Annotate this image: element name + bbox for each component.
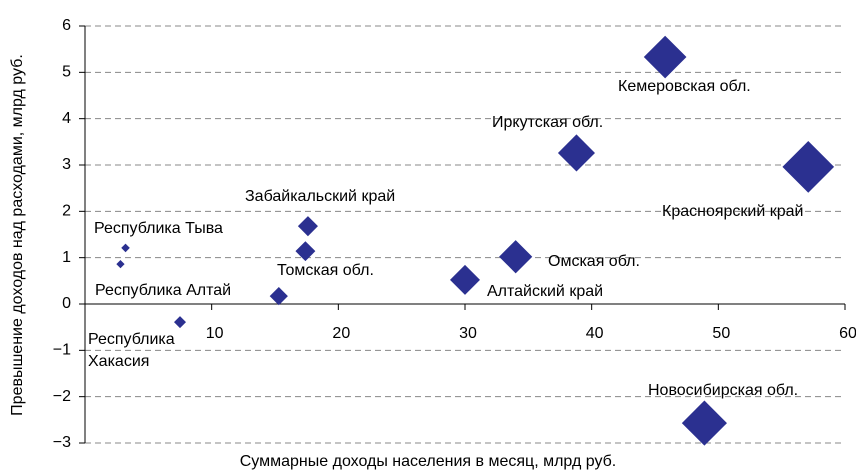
point xyxy=(116,260,125,269)
y-tick-label: 0 xyxy=(62,295,71,312)
y-tick-label: 6 xyxy=(62,17,71,34)
point-label: Республика Алтай xyxy=(95,282,232,299)
x-tick-label: 40 xyxy=(586,325,604,342)
point xyxy=(269,287,288,306)
y-tick-label: −3 xyxy=(53,434,71,451)
y-axis-label: Превышение доходов над расходами, млрд р… xyxy=(9,54,26,416)
point xyxy=(643,35,687,79)
point-label: Забайкальский край xyxy=(245,188,396,205)
point-label: Кемеровская обл. xyxy=(618,78,751,95)
y-tick-label: 1 xyxy=(62,249,71,266)
y-tick-label: 4 xyxy=(62,110,71,127)
point-label: Республика Тыва xyxy=(94,220,223,237)
x-tick-label: 30 xyxy=(459,325,477,342)
point xyxy=(121,243,130,253)
y-tick-label: 3 xyxy=(62,156,71,173)
point-label: Омская обл. xyxy=(548,253,640,270)
point-label: Республика Хакасия xyxy=(88,331,175,370)
x-tick-label: 50 xyxy=(712,325,730,342)
y-tick-label: −1 xyxy=(53,342,71,359)
point xyxy=(499,240,533,274)
point-label: Иркутская обл. xyxy=(492,114,604,131)
point-label: Новосибирская обл. xyxy=(648,382,799,399)
point xyxy=(297,216,318,237)
point-label: Томская обл. xyxy=(277,262,374,279)
y-tick-label: −2 xyxy=(53,388,71,405)
point xyxy=(557,134,595,172)
point xyxy=(782,141,835,193)
point-label: Красноярский край xyxy=(662,203,804,220)
x-tick-label: 20 xyxy=(332,325,350,342)
y-tick-label: 2 xyxy=(62,203,71,220)
point xyxy=(174,316,186,329)
x-tick-label: 60 xyxy=(839,325,856,342)
point xyxy=(681,400,727,446)
point xyxy=(295,241,316,262)
point xyxy=(450,264,480,295)
y-tick-label: 5 xyxy=(62,64,71,81)
x-tick-label: 10 xyxy=(206,325,224,342)
x-axis-label: Суммарные доходы населения в месяц, млрд… xyxy=(240,453,617,470)
point-label: Алтайский край xyxy=(487,283,604,300)
